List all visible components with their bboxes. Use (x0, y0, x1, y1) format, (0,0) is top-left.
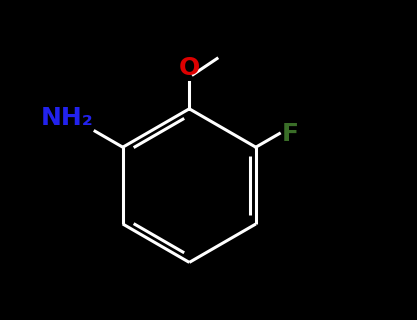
Text: NH₂: NH₂ (41, 106, 93, 130)
Text: F: F (282, 122, 299, 146)
Text: O: O (178, 56, 200, 80)
